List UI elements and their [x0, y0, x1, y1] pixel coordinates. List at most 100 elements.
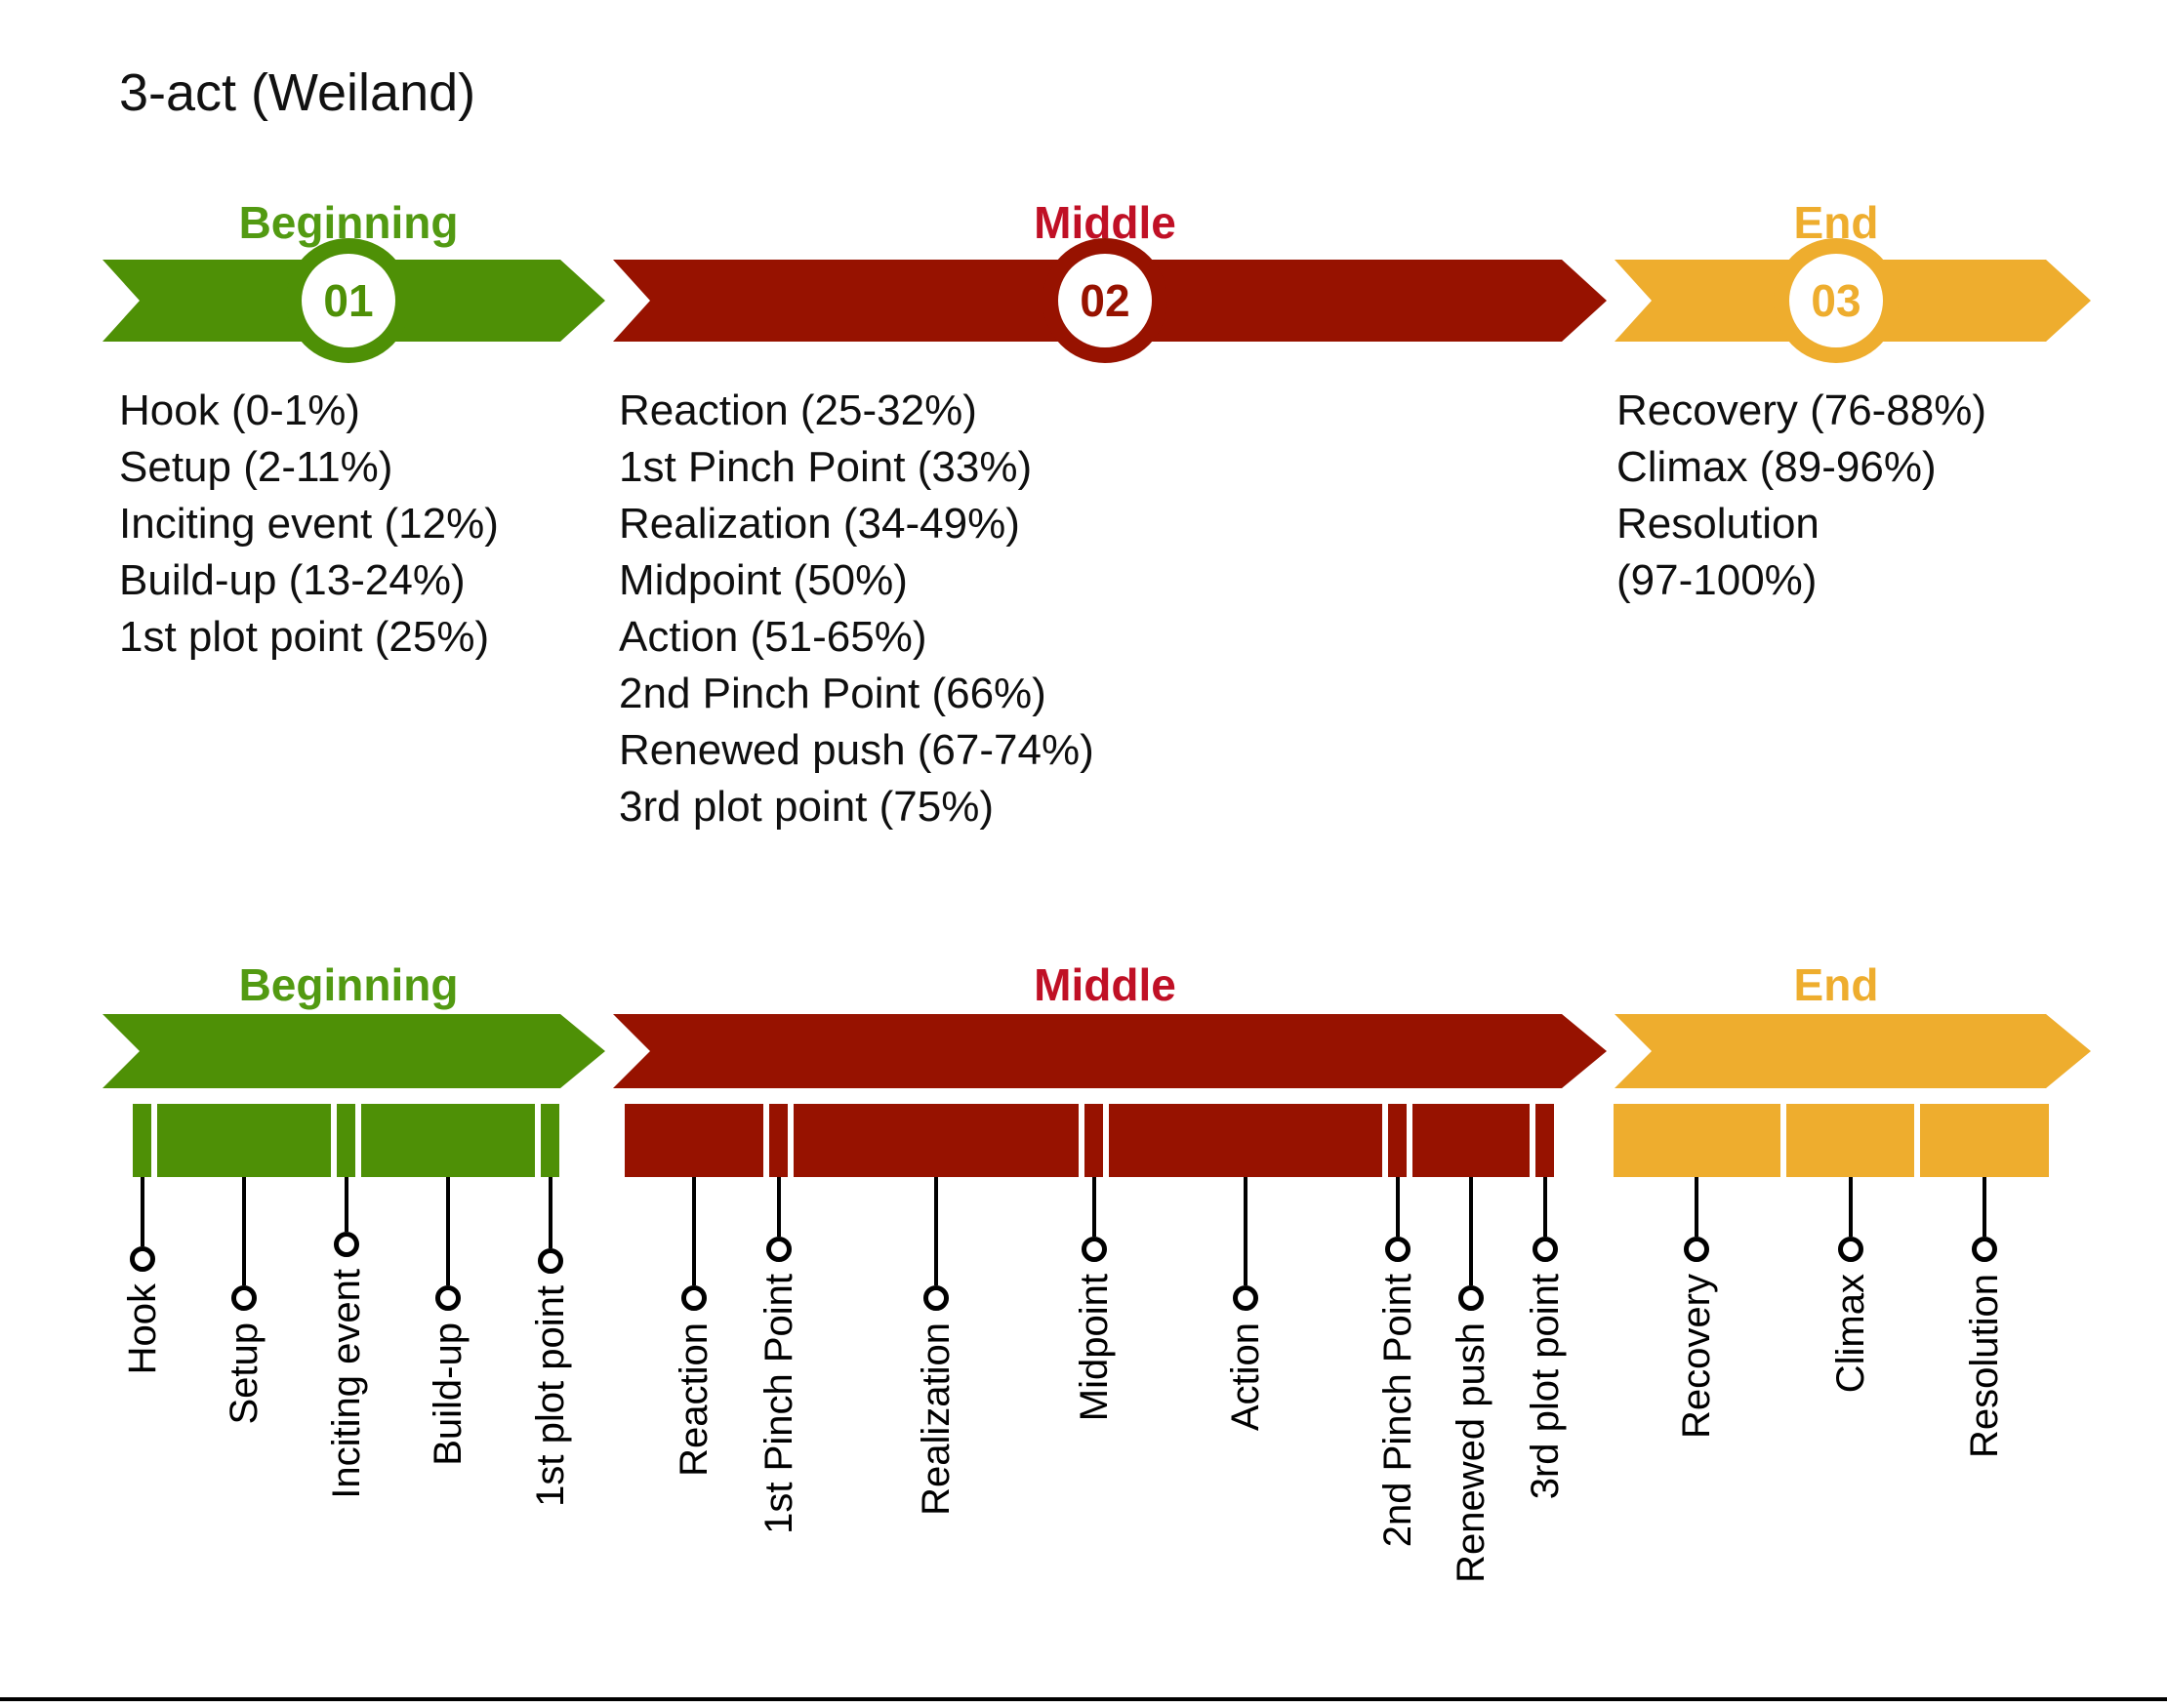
act-details-beginning: Hook (0-1%) Setup (2-11%) Inciting event (… — [119, 383, 499, 666]
marker-circle — [1532, 1237, 1558, 1262]
segment-label: Action — [1224, 1322, 1268, 1432]
marker-circle — [1458, 1285, 1485, 1311]
leader-line — [1542, 1177, 1547, 1237]
timeline-segment: Hook — [121, 1104, 164, 1374]
detail-line: Resolution — [1616, 500, 1819, 548]
detail-line: Hook (0-1%) — [119, 386, 360, 434]
act-details-middle: Reaction (25-32%) 1st Pinch Point (33%) Re… — [619, 383, 1094, 835]
leader-line — [446, 1177, 450, 1285]
act-badge-inner-end: 03 — [1789, 254, 1883, 347]
detail-line: Realization (34-49%) — [619, 500, 1020, 548]
leader-line — [140, 1177, 144, 1246]
marker-circle — [1081, 1237, 1107, 1262]
leader-line — [1848, 1177, 1853, 1237]
marker-circle — [681, 1285, 708, 1311]
leader-line — [1091, 1177, 1096, 1237]
marker-circle — [1972, 1237, 1998, 1262]
segment-label: Build-up — [427, 1322, 470, 1466]
timeline-segment: Midpoint — [1073, 1104, 1116, 1421]
timeline-segment: Setup — [157, 1104, 331, 1425]
timeline-segment: Climax — [1785, 1104, 1915, 1393]
leader-line — [934, 1177, 939, 1285]
act-badge-inner-beginning: 01 — [302, 254, 395, 347]
segment-label: 1st Pinch Point — [756, 1274, 800, 1534]
detail-line: (97-100%) — [1616, 556, 1818, 604]
act-details-end: Recovery (76-88%) Climax (89-96%) Resoluti… — [1616, 383, 1986, 609]
timeline-header-beginning: Beginning — [238, 959, 459, 1010]
segment-label: Recovery — [1675, 1274, 1719, 1439]
segment-label: 3rd plot point — [1523, 1274, 1567, 1500]
segment-label: Setup — [223, 1322, 266, 1425]
act-badge-middle: 02 — [1043, 238, 1167, 363]
detail-line: Renewed push (67-74%) — [619, 726, 1094, 774]
marker-circle — [765, 1237, 792, 1262]
timeline-header-middle: Middle — [1034, 959, 1176, 1010]
detail-line: Build-up (13-24%) — [119, 556, 466, 604]
timeline-arrow-middle — [613, 1014, 1607, 1088]
timeline-arrow-end — [1615, 1014, 2091, 1088]
timeline-segment: 1st plot point — [529, 1104, 572, 1507]
segment-label: 2nd Pinch Point — [1375, 1274, 1419, 1548]
segment-label: Climax — [1828, 1274, 1872, 1394]
timeline-segment: 3rd plot point — [1524, 1104, 1567, 1499]
timeline-segment: Build-up — [361, 1104, 535, 1466]
leader-line — [692, 1177, 697, 1285]
timeline-segment: Inciting event — [325, 1104, 368, 1499]
leader-line — [1469, 1177, 1474, 1285]
leader-line — [1695, 1177, 1699, 1237]
segment-label: Hook — [120, 1283, 164, 1375]
detail-line: 2nd Pinch Point (66%) — [619, 670, 1046, 717]
segment-label: Resolution — [1963, 1274, 2007, 1459]
marker-circle — [435, 1285, 461, 1311]
detail-line: Climax (89-96%) — [1616, 443, 1937, 491]
detail-line: Action (51-65%) — [619, 613, 927, 661]
marker-circle — [1837, 1237, 1863, 1262]
detail-line: Setup (2-11%) — [119, 443, 393, 491]
marker-circle — [923, 1285, 950, 1311]
leader-line — [548, 1177, 552, 1248]
marker-circle — [129, 1246, 155, 1272]
marker-circle — [1384, 1237, 1411, 1262]
detail-line: 1st plot point (25%) — [119, 613, 490, 661]
timeline-segment: Reaction — [625, 1104, 764, 1477]
act-badge-inner-middle: 02 — [1058, 254, 1152, 347]
timeline-header-end: End — [1793, 959, 1879, 1010]
timeline-segment: Renewed push — [1412, 1104, 1530, 1583]
marker-circle — [537, 1248, 563, 1274]
leader-line — [776, 1177, 781, 1237]
marker-circle — [1684, 1237, 1710, 1262]
leader-line — [242, 1177, 246, 1285]
leader-line — [1244, 1177, 1248, 1285]
page-title: 3-act (Weiland) — [119, 63, 476, 122]
detail-line: 1st Pinch Point (33%) — [619, 443, 1033, 491]
detail-line: Reaction (25-32%) — [619, 386, 977, 434]
detail-line: 3rd plot point (75%) — [619, 783, 994, 831]
segment-label: Reaction — [673, 1322, 716, 1477]
leader-line — [344, 1177, 348, 1232]
act-badge-beginning: 01 — [286, 238, 411, 363]
segment-label: Midpoint — [1072, 1274, 1116, 1422]
timeline-segment: Recovery — [1614, 1104, 1780, 1439]
bottom-rule — [0, 1697, 2167, 1701]
timeline-arrow-beginning — [102, 1014, 605, 1088]
timeline-bar-middle: Reaction 1st Pinch Point Realization Midpoi… — [625, 1104, 1567, 1583]
act-number-middle: 02 — [1080, 275, 1130, 326]
segment-label: Realization — [915, 1322, 959, 1516]
timeline-segment: Realization — [794, 1104, 1080, 1516]
timeline-bar-end: Recovery Climax Resolution — [1614, 1104, 2049, 1458]
segment-label: Inciting event — [324, 1269, 368, 1499]
detail-line: Midpoint (50%) — [619, 556, 908, 604]
timeline-segment: 2nd Pinch Point — [1376, 1104, 1419, 1547]
leader-line — [1983, 1177, 1987, 1237]
leader-line — [1395, 1177, 1400, 1237]
act-number-beginning: 01 — [323, 275, 374, 326]
detail-line: Inciting event (12%) — [119, 500, 499, 548]
act-badge-end: 03 — [1774, 238, 1899, 363]
timeline-bar-beginning: Hook Setup Inciting event Build-up 1st plot … — [121, 1104, 572, 1507]
marker-circle — [333, 1232, 359, 1257]
timeline-segment: Resolution — [1920, 1104, 2049, 1458]
timeline-segment: Action — [1109, 1104, 1383, 1431]
marker-circle — [231, 1285, 257, 1311]
segment-label: Renewed push — [1450, 1322, 1493, 1583]
